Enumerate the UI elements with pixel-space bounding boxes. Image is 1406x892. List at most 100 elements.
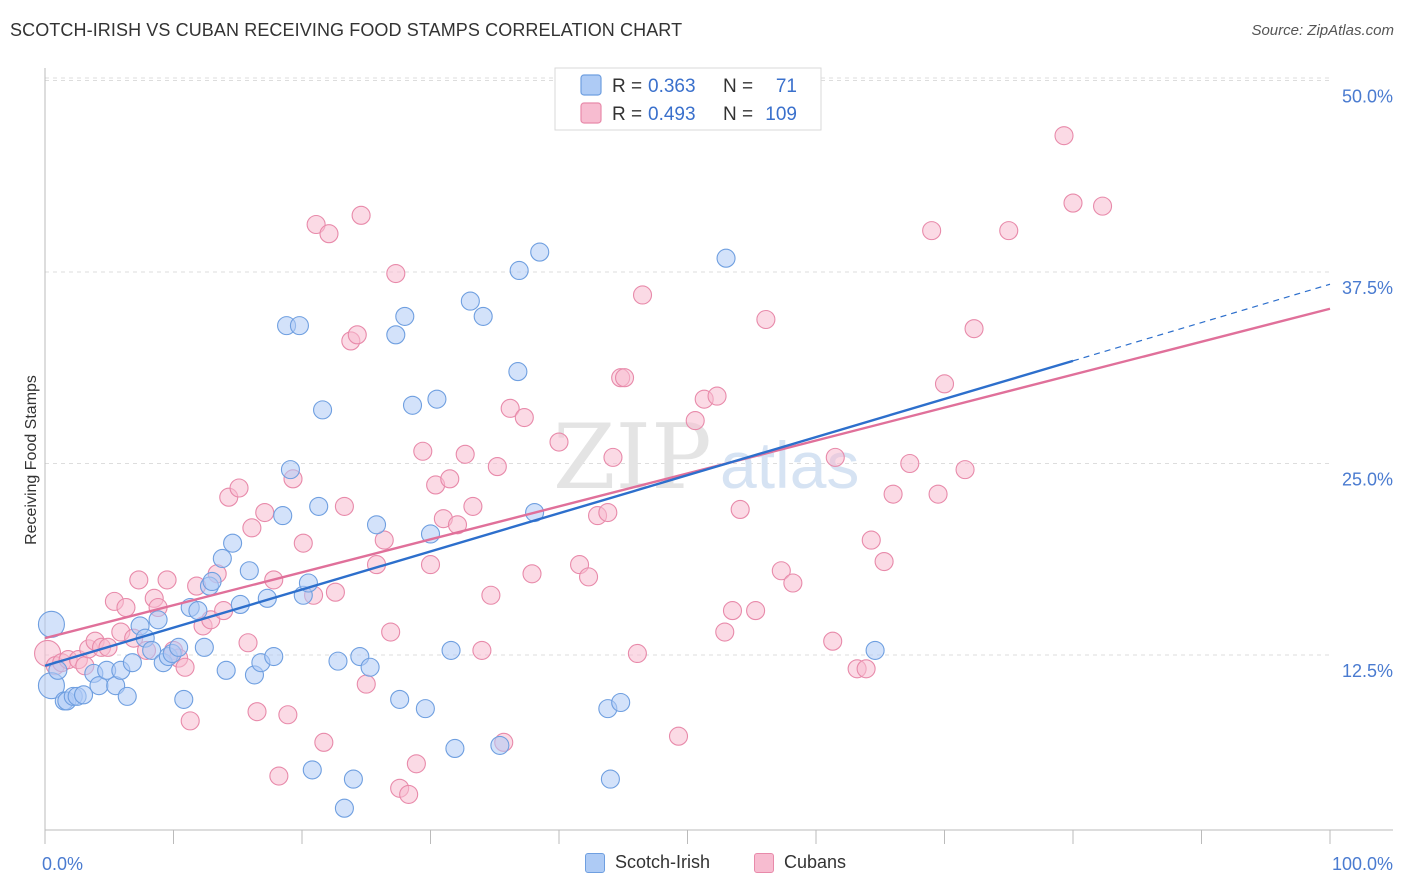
scotch-irish-point <box>386 325 406 345</box>
cubans-point <box>627 643 647 664</box>
scotch-irish-point <box>865 640 885 660</box>
scotch-irish-point <box>716 248 736 268</box>
scotch-irish-point <box>280 460 300 480</box>
cubans-point <box>1093 196 1113 216</box>
scotch-irish-point <box>188 601 208 621</box>
cubans-point <box>440 469 460 489</box>
scotch-irish-point <box>289 316 309 336</box>
cubans-point <box>238 633 258 653</box>
scotch-irish-points <box>37 242 885 818</box>
scotch-irish-point <box>395 306 415 326</box>
scotch-irish-point <box>122 653 142 673</box>
legend-n-label-cuban: N = <box>723 104 753 125</box>
legend: R = 0.363 N = 71 R = 0.493 N = 109 <box>554 67 822 131</box>
source-label: Source: ZipAtlas.com <box>1251 22 1394 39</box>
cubans-point <box>722 601 743 621</box>
scotch-irish-point <box>174 689 194 709</box>
legend-r-label-cuban: R = <box>612 104 642 125</box>
scotch-irish-point <box>334 798 354 818</box>
cubans-point <box>455 444 475 464</box>
gridlines <box>45 77 1330 656</box>
cubans-point <box>487 457 507 477</box>
cubans-point <box>334 496 354 516</box>
scotch-irish-point <box>194 637 214 657</box>
cubans-point <box>381 622 401 642</box>
legend-r-value-cuban: 0.493 <box>648 104 696 125</box>
cubans-point <box>500 398 520 418</box>
scotch-irish-point <box>402 395 423 415</box>
cubans-point <box>922 221 942 241</box>
bottom-legend: Scotch-Irish Cubans <box>0 852 1406 876</box>
bottom-legend-cuban: Cubans <box>754 852 846 873</box>
scotch-irish-point <box>216 660 236 680</box>
scotch-irish-trend-line <box>44 359 1074 667</box>
cubans-point <box>823 631 843 651</box>
cubans-point <box>175 657 195 677</box>
cubans-point <box>999 221 1019 241</box>
cubans-point <box>116 597 136 618</box>
cubans-point <box>472 640 492 660</box>
cubans-point <box>825 447 845 467</box>
cubans-point <box>386 263 406 284</box>
legend-r-label-scotch: R = <box>612 76 642 97</box>
cubans-point <box>603 447 623 467</box>
legend-n-value-cuban: 109 <box>765 104 797 125</box>
scotch-irish-point <box>343 769 363 789</box>
bottom-legend-label-cuban: Cubans <box>784 852 847 872</box>
cubans-point <box>856 659 876 679</box>
scotch-irish-point <box>473 306 493 326</box>
cubans-point <box>1054 126 1074 146</box>
scotch-irish-point <box>302 760 322 780</box>
y-tick-label: 25.0% <box>1342 470 1393 490</box>
cubans-point <box>928 484 948 504</box>
scotch-irish-point <box>611 692 631 713</box>
bottom-legend-swatch-scotch <box>585 852 605 873</box>
cubans-point <box>406 754 426 774</box>
cubans-trend-line <box>44 307 1331 640</box>
scotch-irish-point <box>273 506 293 526</box>
x-tick-labels: 0.0% 100.0% <box>42 854 1393 874</box>
scotch-irish-point <box>415 699 435 719</box>
x-tick-label-end: 100.0% <box>1332 854 1393 874</box>
scotch-irish-point <box>441 640 461 660</box>
cubans-point <box>756 309 776 330</box>
bottom-legend-scotch: Scotch-Irish <box>585 852 710 873</box>
cubans-point <box>319 224 339 244</box>
cubans-point <box>129 570 149 590</box>
legend-swatch-cuban <box>580 102 602 124</box>
cubans-point <box>325 582 345 602</box>
cubans-point <box>685 411 705 431</box>
scotch-irish-point <box>328 651 348 671</box>
cubans-point <box>598 502 618 523</box>
cubans-point <box>255 502 275 523</box>
cubans-point <box>463 496 483 516</box>
cubans-point <box>934 374 955 394</box>
cubans-point <box>955 460 975 480</box>
scotch-irish-point <box>427 389 447 409</box>
scotch-irish-point <box>445 738 465 759</box>
cubans-point <box>1063 193 1083 213</box>
scotch-irish-point <box>366 515 387 535</box>
cubans-point <box>746 601 766 621</box>
cubans-point <box>874 551 894 572</box>
cubans-point <box>347 325 367 345</box>
cubans-point <box>964 319 984 339</box>
cubans-point <box>579 567 599 587</box>
cubans-point <box>715 622 735 642</box>
scotch-irish-point <box>142 640 162 660</box>
x-tick-label-start: 0.0% <box>42 854 83 874</box>
cubans-point <box>413 441 433 461</box>
cubans-point <box>668 726 689 746</box>
scotch-irish-point <box>600 769 620 789</box>
scotch-irish-point <box>148 610 168 630</box>
y-tick-label: 12.5% <box>1342 661 1393 681</box>
cubans-point <box>314 732 334 752</box>
cubans-point <box>632 285 653 305</box>
cubans-point <box>356 674 376 694</box>
cubans-point <box>861 530 881 550</box>
cubans-point <box>293 533 313 553</box>
y-tick-labels: 12.5% 25.0% 37.5% 50.0% <box>1342 87 1393 682</box>
cubans-point <box>420 555 441 575</box>
bottom-legend-swatch-cuban <box>754 852 774 873</box>
